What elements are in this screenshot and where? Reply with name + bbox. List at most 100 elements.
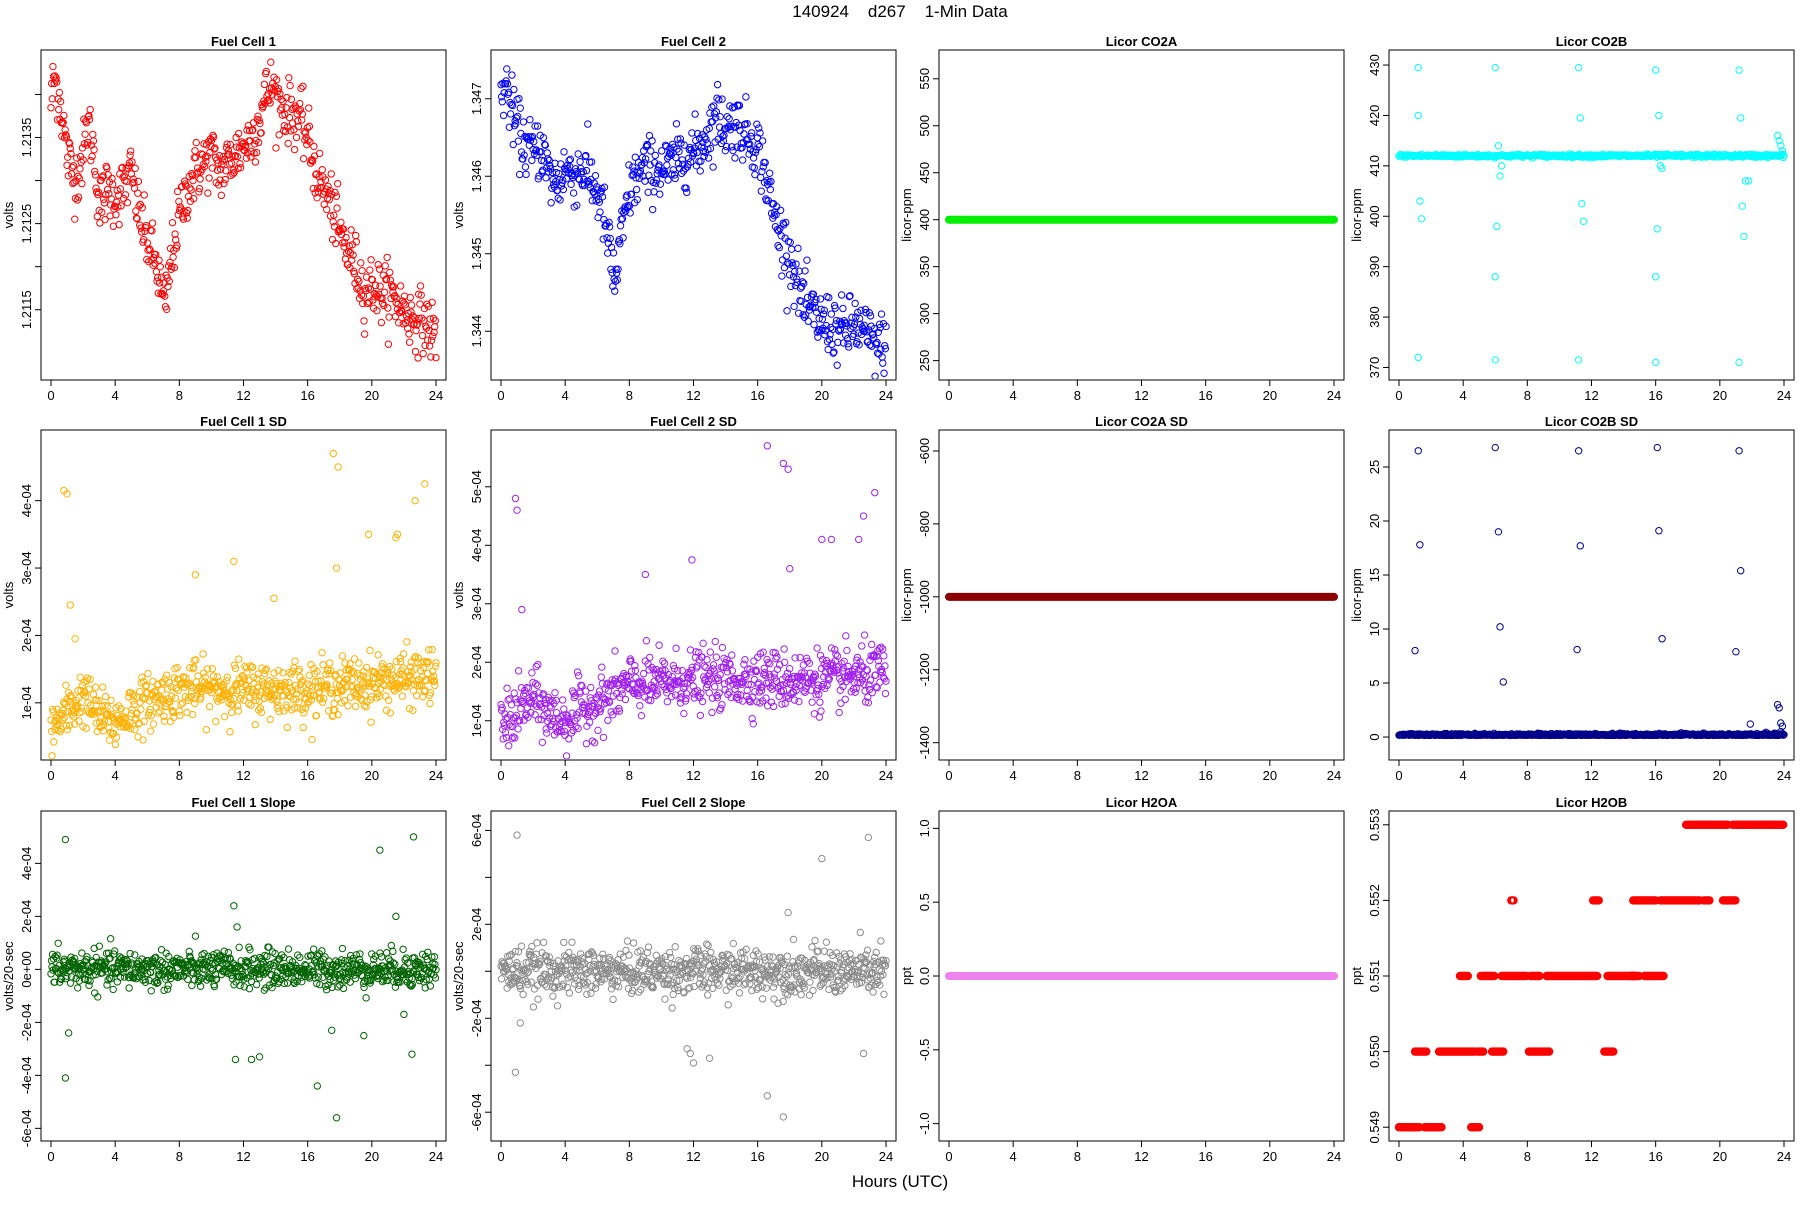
data-point [393, 913, 399, 919]
data-point [861, 632, 867, 638]
data-point [90, 131, 96, 137]
data-point [1579, 200, 1585, 206]
data-point [767, 186, 773, 192]
data-point [383, 950, 389, 956]
x-tick-label: 16 [750, 768, 764, 783]
x-tick-label: 24 [879, 768, 893, 783]
data-point [872, 373, 878, 379]
data-point [273, 145, 279, 151]
data-point [205, 190, 211, 196]
data-point [366, 299, 372, 305]
data-point [271, 595, 277, 601]
x-tick-label: 8 [176, 768, 183, 783]
data-point [500, 112, 506, 118]
data-point [566, 736, 572, 742]
data-point [120, 195, 126, 201]
data-point [185, 976, 191, 982]
x-tick-label: 24 [879, 388, 893, 403]
data-point [1654, 444, 1660, 450]
data-point [293, 134, 299, 140]
data-point [561, 939, 567, 945]
data-point [732, 155, 738, 161]
data-point [172, 695, 178, 701]
data-layer [48, 450, 439, 759]
data-point [400, 946, 406, 952]
data-point [67, 602, 73, 608]
y-tick-label: -6e-04 [469, 1093, 484, 1131]
data-point [838, 700, 844, 706]
data-point [838, 292, 844, 298]
data-point [200, 651, 206, 657]
data-point [61, 112, 67, 118]
x-tick-label: 0 [1395, 768, 1402, 783]
data-point [236, 656, 242, 662]
data-point [643, 638, 649, 644]
data-point [741, 131, 747, 137]
x-tick-label: 16 [1198, 768, 1212, 783]
data-point [1492, 357, 1498, 363]
x-tick-label: 20 [365, 1149, 379, 1164]
data-point [192, 933, 198, 939]
data-point [417, 283, 423, 289]
data-point [1574, 646, 1580, 652]
x-tick-label: 20 [1263, 768, 1277, 783]
data-point [368, 719, 374, 725]
data-point [878, 311, 884, 317]
data-point [548, 200, 554, 206]
y-tick-label: 400 [917, 209, 932, 231]
x-tick-label: 8 [176, 388, 183, 403]
x-tick-label: 12 [1584, 388, 1598, 403]
data-point [598, 674, 604, 680]
data-point [817, 699, 823, 705]
data-point [555, 195, 561, 201]
data-point [791, 697, 797, 703]
data-point [575, 151, 581, 157]
plot-frame [939, 50, 1344, 380]
y-tick-label: 1.345 [469, 237, 484, 270]
data-point [361, 331, 367, 337]
data-point [300, 156, 306, 162]
data-point [535, 661, 541, 667]
data-point [163, 672, 169, 678]
data-point [852, 300, 858, 306]
data-point [758, 188, 764, 194]
x-tick-label: 4 [562, 768, 569, 783]
data-point [414, 692, 420, 698]
data-point [167, 718, 173, 724]
data-point [836, 709, 842, 715]
panel-title: Fuel Cell 1 SD [200, 414, 287, 429]
y-axis-label: volts [451, 201, 466, 228]
data-point [649, 138, 655, 144]
data-point [1495, 529, 1501, 535]
data-point [1495, 142, 1501, 148]
data-point [759, 138, 765, 144]
data-point [200, 670, 206, 676]
data-point [367, 647, 373, 653]
data-point [632, 667, 638, 673]
data-point [333, 1115, 339, 1121]
data-point [1737, 567, 1743, 573]
y-tick-label: 3e-04 [19, 551, 34, 584]
data-point [664, 162, 670, 168]
data-point [1737, 115, 1743, 121]
data-point [381, 289, 387, 295]
x-tick-label: 20 [365, 388, 379, 403]
data-point [132, 726, 138, 732]
y-tick-label: 1.347 [469, 82, 484, 115]
data-point [515, 726, 521, 732]
data-point [1492, 64, 1498, 70]
data-point [309, 736, 315, 742]
y-tick-label: 500 [917, 115, 932, 137]
data-point [234, 924, 240, 930]
x-tick-label: 24 [1777, 768, 1791, 783]
data-point [1747, 721, 1753, 727]
data-point [754, 121, 760, 127]
data-point [1733, 649, 1739, 655]
data-point [1656, 528, 1662, 534]
data-point [638, 712, 644, 718]
data-point [169, 219, 175, 225]
